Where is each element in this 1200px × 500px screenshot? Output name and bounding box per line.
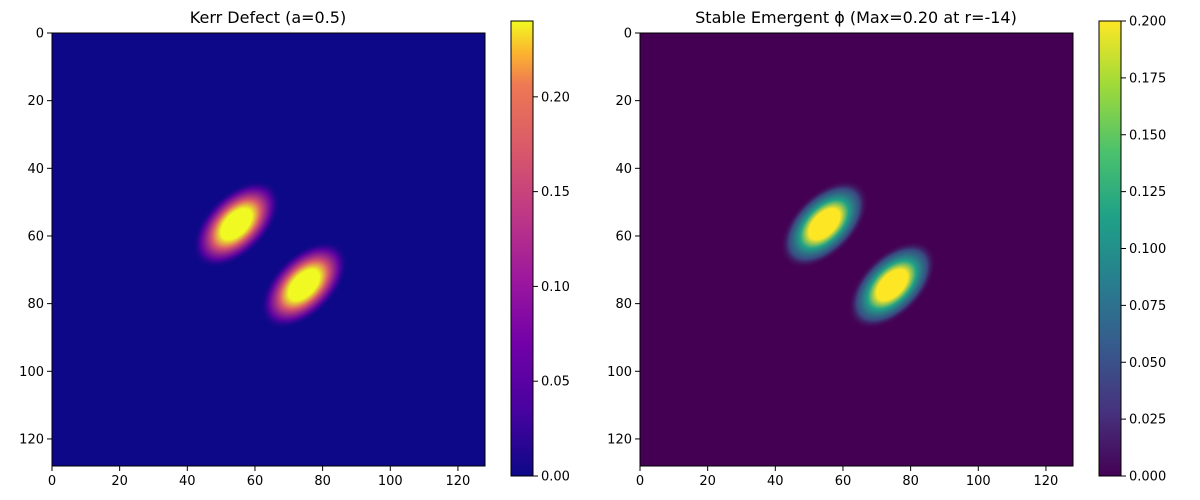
y-tick-label: 80 xyxy=(27,297,44,312)
heatmap-lobe xyxy=(780,180,869,269)
y-tick-label: 60 xyxy=(615,229,632,244)
heatmap-lobe xyxy=(848,241,936,329)
y-tick-label: 100 xyxy=(19,365,44,380)
x-tick-label: 80 xyxy=(902,474,919,489)
colorbar-tick-label: 0.20 xyxy=(541,90,570,105)
x-tick-label: 120 xyxy=(446,474,471,489)
colorbar-emergent xyxy=(1098,20,1122,477)
y-tick-label: 20 xyxy=(615,94,632,109)
x-tick-label: 40 xyxy=(767,474,784,489)
heatmap-lobe xyxy=(260,241,348,329)
y-tick-label: 120 xyxy=(607,432,632,447)
y-tick-label: 100 xyxy=(607,365,632,380)
y-axis-emergent: 0 20 40 60 80 100 120 xyxy=(607,27,640,447)
x-tick-label: 20 xyxy=(699,474,716,489)
colorbar-tick-label: 0.10 xyxy=(541,280,570,295)
chart-title-kerr: Kerr Defect (a=0.5) xyxy=(190,8,346,27)
colorbar-tick-label: 0.000 xyxy=(1129,470,1166,485)
y-tick-label: 0 xyxy=(36,27,44,42)
colorbar-tick-label: 0.100 xyxy=(1129,242,1166,257)
x-axis-emergent: 0 20 40 60 80 100 120 xyxy=(636,466,1058,489)
heatmap-background xyxy=(52,33,485,466)
heatmap-panel-kerr-defect: Kerr Defect (a=0.5) 0 20 40 60 80 100 120 0 20 4… xyxy=(19,8,570,489)
y-tick-label: 40 xyxy=(27,162,44,177)
x-tick-label: 0 xyxy=(48,474,56,489)
colorbar-tick-label: 0.00 xyxy=(541,470,570,485)
plot-area-emergent xyxy=(640,33,1073,466)
heatmap-panel-stable-emergent: Stable Emergent ϕ (Max=0.20 at r=-14) 0 2… xyxy=(607,8,1166,489)
x-axis-kerr: 0 20 40 60 80 100 120 xyxy=(48,466,470,489)
colorbar-tick-label: 0.150 xyxy=(1129,128,1166,143)
colorbar-tick-label: 0.025 xyxy=(1129,413,1166,428)
y-tick-label: 60 xyxy=(27,229,44,244)
colorbar-tick-label: 0.200 xyxy=(1129,15,1166,30)
x-tick-label: 80 xyxy=(314,474,331,489)
colorbar-ticks-emergent: 0.000 0.025 0.050 0.075 0.100 0.125 0.150 0.175… xyxy=(1121,15,1166,485)
colorbar-tick-label: 0.05 xyxy=(541,375,570,390)
plot-area-kerr xyxy=(52,33,485,466)
heatmap-background xyxy=(640,33,1073,466)
colorbar-tick-label: 0.15 xyxy=(541,185,570,200)
heatmap-lobe xyxy=(192,180,281,269)
x-tick-label: 120 xyxy=(1034,474,1059,489)
chart-title-emergent: Stable Emergent ϕ (Max=0.20 at r=-14) xyxy=(695,8,1017,27)
colorbar-tick-label: 0.050 xyxy=(1129,356,1166,371)
y-tick-label: 40 xyxy=(615,162,632,177)
x-tick-label: 100 xyxy=(378,474,403,489)
colorbar-kerr xyxy=(510,20,534,477)
x-tick-label: 40 xyxy=(179,474,196,489)
x-tick-label: 0 xyxy=(636,474,644,489)
colorbar-tick-label: 0.125 xyxy=(1129,185,1166,200)
axes-frame-kerr xyxy=(51,32,486,467)
y-tick-label: 120 xyxy=(19,432,44,447)
y-tick-label: 80 xyxy=(615,297,632,312)
colorbar-tick-label: 0.175 xyxy=(1129,71,1166,86)
x-tick-label: 20 xyxy=(111,474,128,489)
axes-frame-emergent xyxy=(639,32,1074,467)
colorbar-tick-label: 0.075 xyxy=(1129,299,1166,314)
x-tick-label: 60 xyxy=(835,474,852,489)
x-tick-label: 100 xyxy=(966,474,991,489)
y-axis-kerr: 0 20 40 60 80 100 120 xyxy=(19,27,52,447)
y-tick-label: 20 xyxy=(27,94,44,109)
x-tick-label: 60 xyxy=(247,474,264,489)
colorbar-ticks-kerr: 0.00 0.05 0.10 0.15 0.20 xyxy=(533,90,570,485)
y-tick-label: 0 xyxy=(624,27,632,42)
